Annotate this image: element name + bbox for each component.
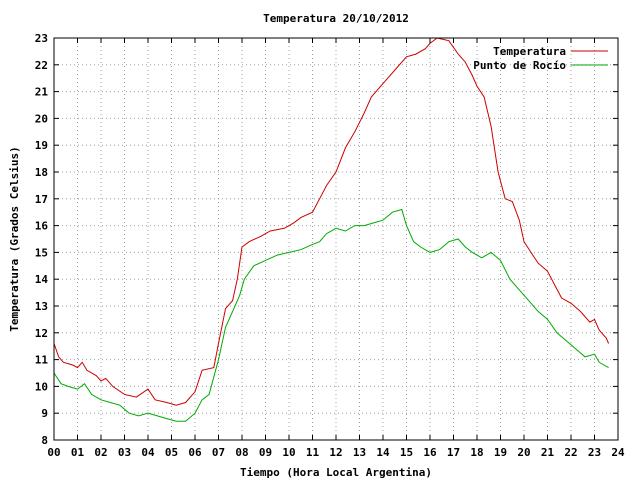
x-tick-label: 19 [494, 446, 507, 459]
x-tick-label: 16 [423, 446, 437, 459]
y-axis-label: Temperatura (Grados Celsius) [8, 146, 21, 331]
series-line-punto-de-rocio [53, 208, 609, 422]
x-tick-label: 15 [400, 446, 413, 459]
x-tick-label: 03 [118, 446, 131, 459]
y-tick-label: 10 [35, 380, 48, 393]
x-tick-label: 21 [541, 446, 555, 459]
x-tick-label: 01 [71, 446, 85, 459]
axis-ticks: 00 01 02 03 04 05 06 07 08 09 10 11 12 13 14 15 16 17 18 19… [35, 32, 625, 459]
y-tick-label: 17 [35, 193, 48, 206]
x-tick-label: 02 [94, 446, 107, 459]
x-tick-label: 18 [470, 446, 483, 459]
x-tick-label: 00 [47, 446, 60, 459]
y-tick-label: 11 [35, 354, 49, 367]
y-tick-label: 8 [41, 434, 48, 447]
x-tick-label: 13 [353, 446, 366, 459]
x-tick-label: 14 [376, 446, 390, 459]
y-tick-label: 23 [35, 32, 48, 45]
x-tick-label: 10 [282, 446, 295, 459]
chart-title: Temperatura 20/10/2012 [263, 12, 409, 25]
y-tick-label: 14 [35, 273, 49, 286]
x-tick-label: 12 [329, 446, 342, 459]
legend-label: Temperatura [493, 45, 566, 58]
legend-label: Punto de Rocío [473, 59, 566, 72]
y-tick-label: 19 [35, 139, 48, 152]
x-tick-label: 17 [447, 446, 460, 459]
x-tick-label: 08 [235, 446, 248, 459]
x-tick-label: 06 [188, 446, 202, 459]
x-tick-label: 20 [517, 446, 530, 459]
x-axis-label: Tiempo (Hora Local Argentina) [240, 466, 432, 479]
x-tick-label: 05 [165, 446, 178, 459]
series-line-temperatura [53, 37, 610, 406]
x-tick-label: 07 [212, 446, 225, 459]
y-tick-label: 20 [35, 112, 48, 125]
y-tick-label: 16 [35, 220, 49, 233]
series-lines [53, 37, 610, 422]
x-tick-label: 11 [306, 446, 320, 459]
x-tick-label: 04 [141, 446, 155, 459]
x-tick-label: 24 [611, 446, 625, 459]
y-tick-label: 22 [35, 59, 48, 72]
y-tick-label: 12 [35, 327, 48, 340]
y-tick-label: 21 [35, 86, 49, 99]
x-tick-label: 23 [588, 446, 601, 459]
y-tick-label: 15 [35, 246, 48, 259]
y-tick-label: 18 [35, 166, 48, 179]
grid-lines [54, 38, 618, 440]
y-tick-label: 9 [41, 407, 48, 420]
x-tick-label: 09 [259, 446, 272, 459]
y-tick-label: 13 [35, 300, 48, 313]
x-tick-label: 22 [564, 446, 577, 459]
